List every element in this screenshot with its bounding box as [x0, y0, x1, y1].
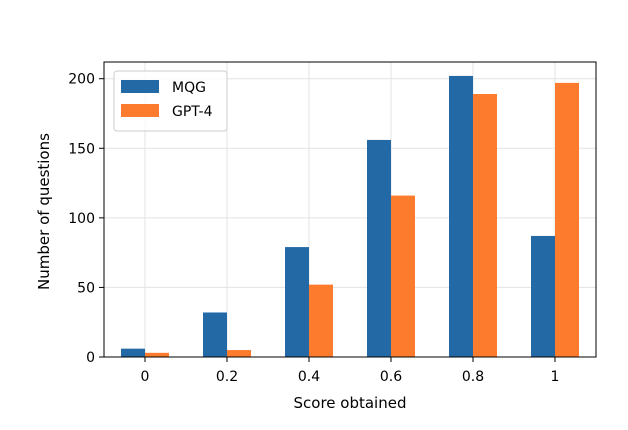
y-tick-label: 150: [68, 141, 95, 157]
x-tick-label: 0: [141, 369, 150, 385]
x-tick-label: 0.4: [298, 369, 320, 385]
legend-label-gpt-4: GPT-4: [172, 104, 213, 120]
x-tick-label: 0.2: [216, 369, 238, 385]
bar-mqg-2: [285, 247, 309, 357]
bar-mqg-5: [531, 235, 555, 357]
x-tick-label: 1: [551, 369, 560, 385]
legend-label-mqg: MQG: [172, 80, 206, 96]
bars: [121, 75, 579, 358]
y-tick-label: 0: [86, 350, 95, 366]
bar-gpt-4-3: [391, 195, 415, 357]
y-tick-label: 100: [68, 211, 95, 227]
legend-swatch-mqg: [121, 80, 159, 93]
bar-mqg-1: [203, 312, 227, 357]
legend: MQG GPT-4: [113, 70, 228, 132]
y-axis: 0 50 100 150 200: [68, 72, 104, 366]
x-axis-label: Score obtained: [294, 394, 407, 412]
x-axis: 0 0.2 0.4 0.6 0.8 1: [141, 357, 560, 385]
plot-frame: [103, 61, 597, 358]
bar-gpt-4-4: [473, 94, 497, 358]
bar-mqg-3: [367, 139, 391, 357]
x-tick-label: 0.8: [462, 369, 484, 385]
y-axis-label: Number of questions: [35, 133, 53, 290]
bar-gpt-4-1: [227, 350, 251, 357]
bar-mqg-4: [449, 75, 473, 357]
legend-swatch-gpt-4: [121, 104, 159, 117]
bar-gpt-4-5: [555, 82, 579, 357]
bar-gpt-4-0: [145, 352, 169, 357]
bar-mqg-0: [121, 348, 145, 357]
bar-gpt-4-2: [309, 284, 333, 357]
x-tick-label: 0.6: [380, 369, 402, 385]
y-tick-label: 200: [68, 72, 95, 88]
y-tick-label: 50: [77, 280, 95, 296]
